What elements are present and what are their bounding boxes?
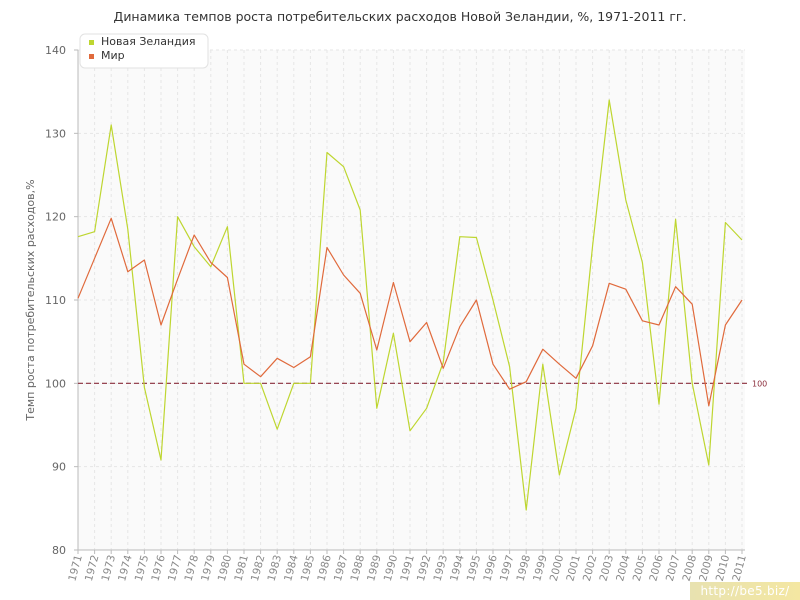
x-tick-label: 1983 — [266, 554, 285, 583]
x-tick-label: 1994 — [448, 553, 467, 582]
y-tick-label: 90 — [52, 461, 66, 474]
x-tick-label: 2003 — [598, 554, 617, 583]
x-tick-label: 1982 — [249, 554, 268, 583]
x-tick-label: 2004 — [614, 553, 633, 582]
x-tick-label: 2000 — [548, 554, 567, 583]
x-tick-label: 2001 — [564, 554, 583, 583]
reference-line-label: 100 — [752, 379, 767, 388]
legend-marker — [89, 40, 94, 45]
y-axis-label: Темп роста потребительских расходов,% — [24, 179, 37, 421]
y-tick-label: 80 — [52, 544, 66, 557]
x-tick-label: 2008 — [681, 554, 700, 583]
x-tick-label: 1981 — [232, 554, 251, 583]
watermark: http://be5.biz/ — [690, 582, 800, 600]
x-tick-label: 1991 — [398, 554, 417, 583]
x-tick-label: 1992 — [415, 554, 434, 583]
x-tick-label: 1987 — [332, 554, 351, 583]
x-tick-label: 1973 — [100, 554, 119, 583]
y-axis-ticks: 80 90 100 110 120 130 140 — [45, 44, 78, 557]
y-tick-label: 130 — [45, 127, 66, 140]
plot-background — [78, 50, 745, 550]
y-tick-label: 120 — [45, 211, 66, 224]
x-tick-label: 1999 — [531, 554, 550, 583]
y-tick-label: 140 — [45, 44, 66, 57]
series-line-1 — [77, 217, 743, 407]
y-tick-label: 100 — [45, 377, 66, 390]
x-tick-label: 1972 — [83, 554, 102, 583]
x-tick-label: 2010 — [714, 554, 733, 583]
grid-lines — [77, 49, 745, 551]
x-tick-label: 1971 — [66, 554, 85, 583]
x-tick-label: 2009 — [697, 554, 716, 583]
x-tick-label: 1993 — [432, 554, 451, 583]
legend-box — [79, 33, 209, 69]
x-tick-label: 1978 — [183, 554, 202, 583]
x-tick-label: 1995 — [465, 554, 484, 583]
x-tick-label: 1998 — [515, 554, 534, 583]
x-tick-label: 1979 — [199, 554, 218, 583]
legend-label: Новая Зеландия — [101, 35, 196, 48]
x-tick-label: 2005 — [631, 554, 650, 583]
y-tick-label: 110 — [45, 294, 66, 307]
x-tick-label: 1985 — [299, 554, 318, 583]
x-tick-label: 1976 — [149, 553, 168, 582]
x-tick-label: 2007 — [664, 554, 683, 583]
x-tick-label: 1989 — [365, 554, 384, 583]
legend-label: Мир — [101, 49, 125, 62]
x-tick-label: 1986 — [315, 553, 334, 582]
x-tick-label: 1988 — [349, 554, 368, 583]
reference-line: 100 — [78, 379, 767, 388]
x-tick-label: 1997 — [498, 554, 517, 583]
x-axis-ticks: 1971197219731974197519761977197819791980… — [66, 550, 749, 583]
x-tick-label: 2011 — [730, 554, 749, 583]
x-tick-label: 1984 — [282, 553, 301, 582]
x-tick-label: 1990 — [382, 554, 401, 583]
x-tick-label: 1980 — [216, 554, 235, 583]
x-tick-label: 2006 — [647, 553, 666, 582]
x-tick-label: 1974 — [116, 553, 135, 582]
x-tick-label: 1996 — [481, 553, 500, 582]
plot-area — [78, 50, 745, 550]
x-tick-label: 1975 — [133, 554, 152, 583]
x-tick-label: 1977 — [166, 554, 185, 583]
legend-marker — [89, 54, 94, 59]
series-line-0 — [77, 99, 743, 511]
series-lines — [77, 99, 743, 511]
x-tick-label: 2002 — [581, 554, 600, 583]
chart-title: Динамика темпов роста потребительских ра… — [114, 9, 687, 24]
